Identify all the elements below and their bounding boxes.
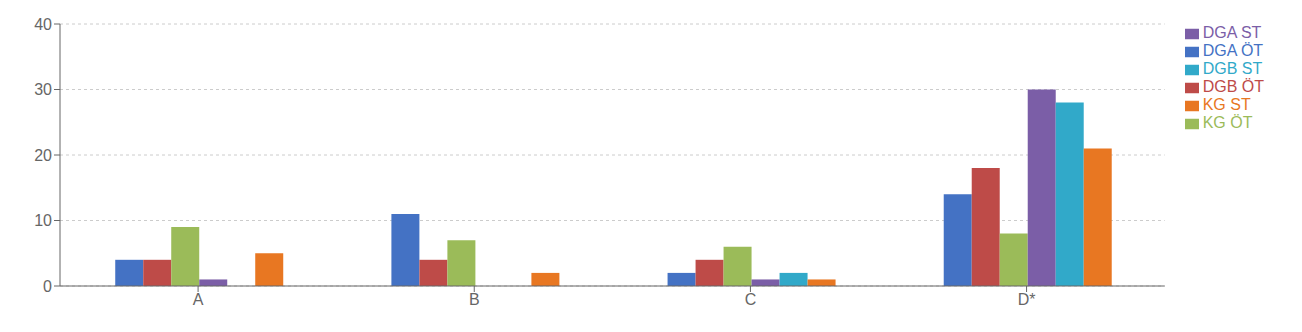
html-text:DGB ÖT: DGB ÖT bbox=[1202, 78, 1264, 95]
svg-text:10: 10 bbox=[34, 212, 52, 229]
svg-text:20: 20 bbox=[34, 147, 52, 164]
svg-text:C: C bbox=[745, 291, 757, 308]
html-text:DGA ST: DGA ST bbox=[1202, 24, 1262, 41]
html-text:DGA ÖT: DGA ÖT bbox=[1202, 42, 1264, 59]
svg-text:A: A bbox=[193, 291, 204, 308]
svg-text:D*: D* bbox=[1018, 291, 1036, 308]
svg-text:40: 40 bbox=[34, 16, 52, 33]
svg-text:0: 0 bbox=[43, 278, 52, 295]
html-text:DGB ST: DGB ST bbox=[1202, 60, 1263, 77]
html-text:KG ÖT: KG ÖT bbox=[1202, 114, 1253, 131]
svg-text:30: 30 bbox=[34, 81, 52, 98]
svg-text:B: B bbox=[469, 291, 480, 308]
html-text:KG ST: KG ST bbox=[1202, 96, 1251, 113]
